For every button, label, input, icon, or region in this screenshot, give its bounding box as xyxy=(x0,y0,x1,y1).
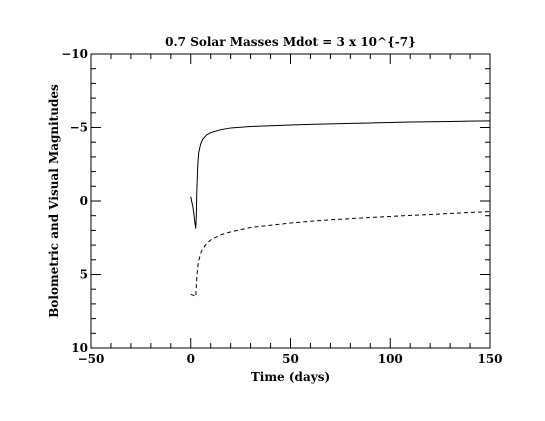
x-tick-label: 100 xyxy=(378,352,403,366)
series-line-solid xyxy=(190,120,491,229)
x-tick-label: 150 xyxy=(477,352,502,366)
y-tick-label: 10 xyxy=(71,341,88,355)
y-tick-label: −10 xyxy=(61,47,88,61)
series-line-dashed xyxy=(190,211,491,298)
y-tick-label: −5 xyxy=(70,121,88,135)
y-axis-label: Bolometric and Visual Magnitudes xyxy=(47,84,61,318)
x-axis-label: Time (days) xyxy=(251,370,330,384)
x-tick-label: −50 xyxy=(78,352,105,366)
x-tick-label: 0 xyxy=(187,352,195,366)
y-tick-label: 5 xyxy=(80,268,88,282)
x-tick-label: 50 xyxy=(282,352,299,366)
y-tick-label: 0 xyxy=(80,194,88,208)
series-group xyxy=(190,120,491,298)
axis-ticks xyxy=(90,53,491,349)
plot-frame xyxy=(90,53,491,349)
chart-title: 0.7 Solar Masses Mdot = 3 x 10^{-7} xyxy=(165,35,416,49)
